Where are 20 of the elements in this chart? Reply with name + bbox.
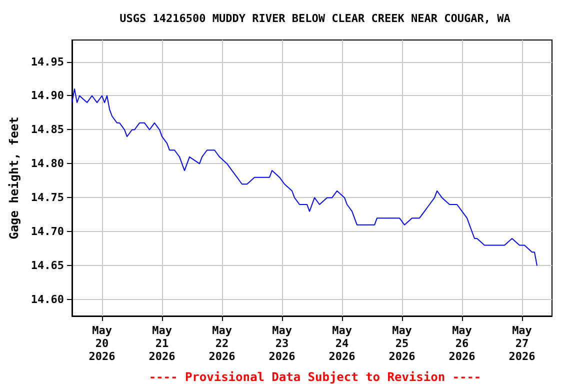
x-tick-label: May 24 2026	[328, 324, 356, 363]
text: ---- Provisional Data Subject to Revision ----	[148, 370, 482, 384]
x-tick-label: May 20 2026	[88, 324, 116, 363]
y-tick-label: 14.70	[30, 225, 64, 238]
x-tick-label: May 22 2026	[208, 324, 236, 363]
y-tick-label: 14.80	[30, 157, 64, 170]
y-tick-label: 14.90	[30, 89, 64, 102]
y-tick-label: 14.60	[30, 293, 64, 306]
chart-title: USGS 14216500 MUDDY RIVER BELOW CLEAR CREEK NEAR COUGAR, WA	[120, 12, 511, 25]
x-tick-label: May 21 2026	[148, 324, 176, 363]
y-tick-label: 14.75	[30, 191, 64, 204]
x-tick-label: May 27 2026	[508, 324, 536, 363]
y-tick-label: 14.65	[30, 259, 64, 272]
y-axis-title: Gage height, feet	[7, 116, 21, 240]
x-tick-label: May 25 2026	[388, 324, 416, 363]
y-tick-label: 14.85	[30, 123, 64, 136]
y-tick-label: 14.95	[30, 55, 64, 68]
line-series	[72, 88, 538, 266]
x-tick-label: May 23 2026	[268, 324, 296, 363]
x-tick-label: May 26 2026	[448, 324, 476, 363]
